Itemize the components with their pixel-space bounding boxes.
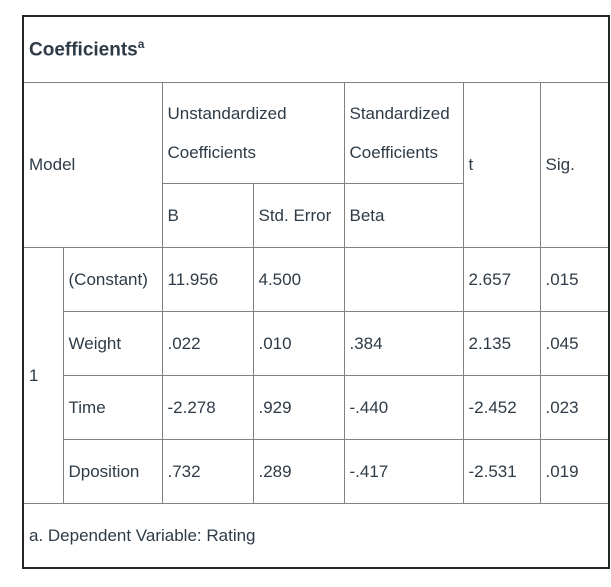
header-t: t xyxy=(462,82,541,248)
coefficients-table: Coefficientsa Model Unstandardized Coeff… xyxy=(22,15,610,569)
cell-weight-t: 2.135 xyxy=(462,311,541,376)
cell-weight-std-error: .010 xyxy=(252,311,345,376)
cell-constant-std-error: 4.500 xyxy=(252,247,345,312)
cell-time-t: -2.452 xyxy=(462,375,541,440)
footnote: a. Dependent Variable: Rating xyxy=(22,503,610,569)
cell-constant-b: 11.956 xyxy=(161,247,254,312)
cell-weight-sig: .045 xyxy=(539,311,610,376)
header-beta: Beta xyxy=(343,183,464,248)
header-b: B xyxy=(161,183,254,248)
header-row-stats: B Std. Error Beta xyxy=(23,183,609,248)
table-row-weight: Weight .022 .010 .384 2.135 .045 xyxy=(23,311,610,376)
model-number-cell: 1 xyxy=(22,247,64,504)
table-row-constant: 1 (Constant) 11.956 4.500 2.657 .015 xyxy=(22,247,610,504)
header-std-error: Std. Error xyxy=(252,183,345,248)
header-standardized-coefficients: Standardized Coefficients xyxy=(343,82,464,184)
header-sig: Sig. xyxy=(539,82,610,248)
table-title-row: Coefficientsa xyxy=(22,15,610,83)
variable-label-dposition: Dposition xyxy=(62,439,163,504)
cell-dposition-beta: -.417 xyxy=(343,439,464,504)
cell-dposition-std-error: .289 xyxy=(252,439,345,504)
header-unstandardized-coefficients: Unstandardized Coefficients xyxy=(161,82,345,184)
cell-time-sig: .023 xyxy=(539,375,610,440)
table-row-time: Time -2.278 .929 -.440 -2.452 .023 xyxy=(23,375,610,440)
cell-time-beta: -.440 xyxy=(343,375,464,440)
cell-weight-b: .022 xyxy=(161,311,254,376)
table-title: Coefficientsa xyxy=(22,15,610,83)
cell-dposition-sig: .019 xyxy=(539,439,610,504)
variable-label-time: Time xyxy=(62,375,163,440)
variable-label-constant: (Constant) xyxy=(62,247,163,312)
cell-time-b: -2.278 xyxy=(161,375,254,440)
cell-weight-beta: .384 xyxy=(343,311,464,376)
cell-constant-sig: .015 xyxy=(539,247,610,312)
table-title-text: Coefficients xyxy=(29,39,138,61)
variable-label-weight: Weight xyxy=(62,311,163,376)
footnote-row: a. Dependent Variable: Rating xyxy=(22,503,610,569)
cell-constant-t: 2.657 xyxy=(462,247,541,312)
header-row-groups: Model Unstandardized Coefficients Standa… xyxy=(22,82,610,248)
cell-time-std-error: .929 xyxy=(252,375,345,440)
cell-constant-beta xyxy=(343,247,464,312)
header-model: Model xyxy=(22,82,163,248)
cell-dposition-b: .732 xyxy=(161,439,254,504)
table-row-dposition: Dposition .732 .289 -.417 -2.531 .019 xyxy=(23,439,610,504)
cell-dposition-t: -2.531 xyxy=(462,439,541,504)
table-title-superscript: a xyxy=(137,37,145,52)
